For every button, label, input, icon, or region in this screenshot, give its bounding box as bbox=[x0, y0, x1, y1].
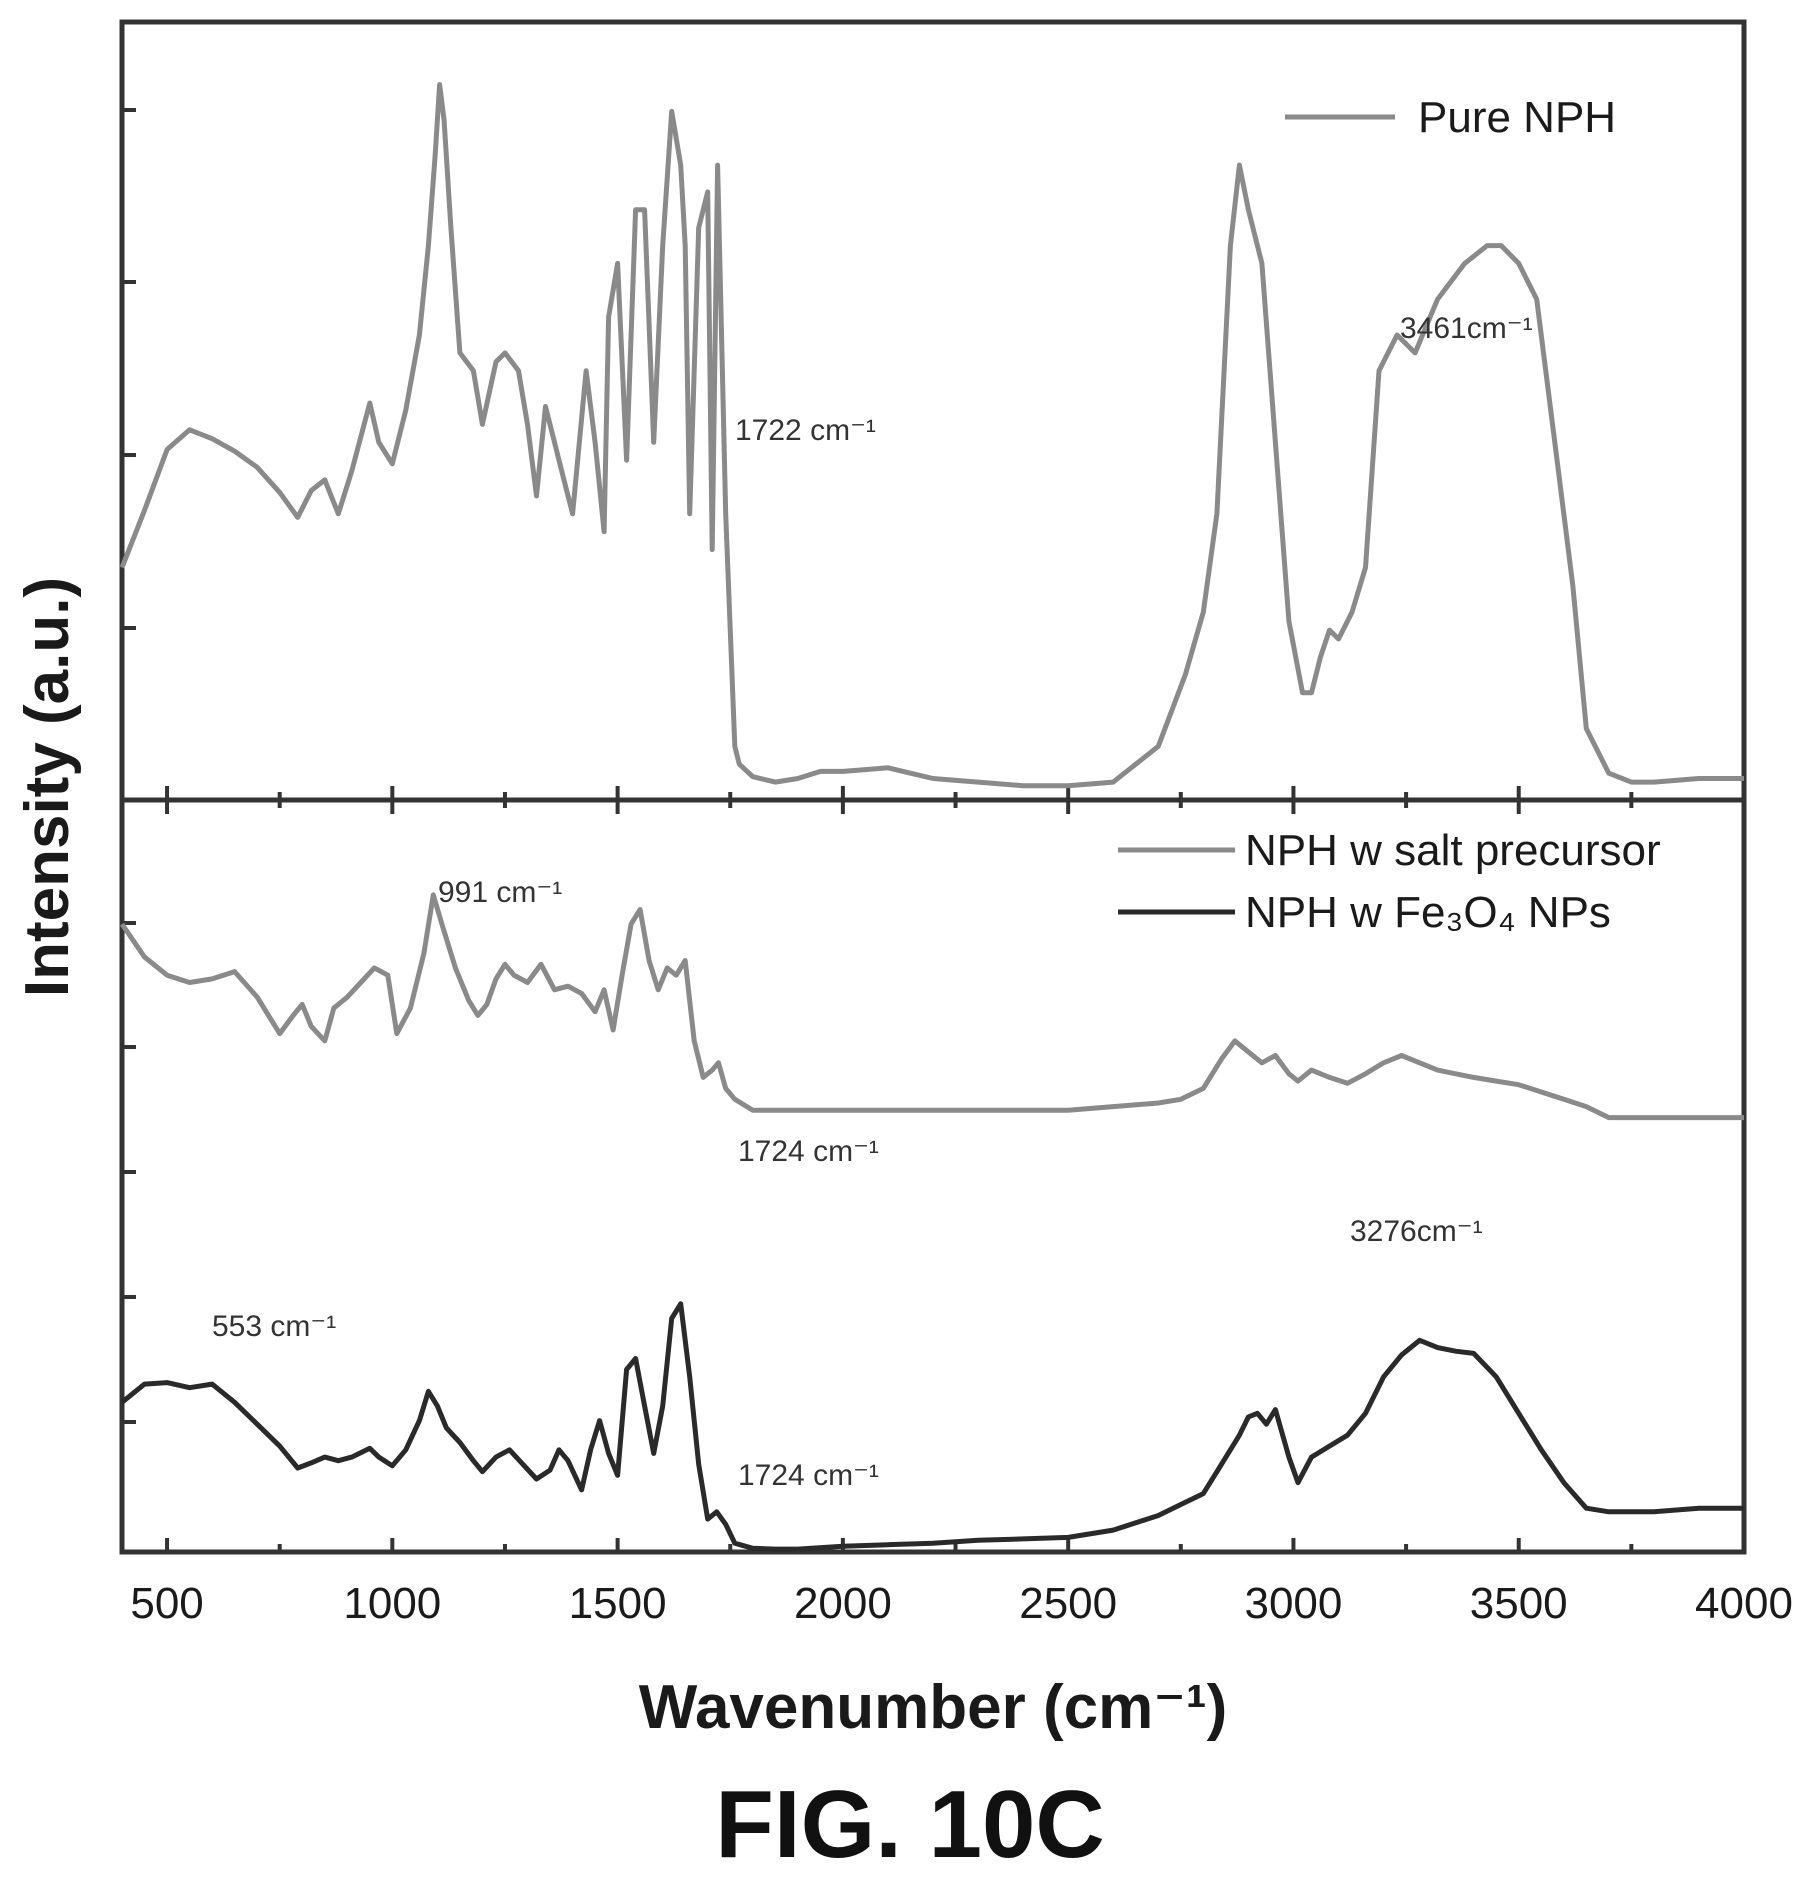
annotation-991: 991 cm⁻¹ bbox=[438, 876, 562, 909]
y-axis-label: Intensity (a.u.) bbox=[13, 577, 82, 997]
x-tick-label: 1500 bbox=[569, 1579, 667, 1628]
x-tick-label: 500 bbox=[130, 1579, 203, 1628]
annotation-553: 553 cm⁻¹ bbox=[212, 1310, 336, 1343]
x-tick-label: 2500 bbox=[1019, 1579, 1117, 1628]
x-axis-label: Wavenumber (cm⁻¹) bbox=[639, 1673, 1228, 1742]
legend-label-pure-nph: Pure NPH bbox=[1418, 93, 1616, 142]
x-tick-label: 3000 bbox=[1244, 1579, 1342, 1628]
legend-bottom: NPH w salt precursor NPH w Fe₃O₄ NPs bbox=[1118, 826, 1661, 937]
x-tick-label: 1000 bbox=[343, 1579, 441, 1628]
axis-ticks bbox=[122, 108, 1746, 1552]
series-line-nph-w-salt-precursor bbox=[119, 892, 1744, 1121]
legend-label-fe3o4: NPH w Fe₃O₄ NPs bbox=[1245, 888, 1611, 937]
x-tick-label: 3500 bbox=[1470, 1579, 1568, 1628]
series-line-pure-nph bbox=[119, 82, 1744, 789]
annotation-3461: 3461cm⁻¹ bbox=[1400, 312, 1533, 345]
plot-frame-bottom bbox=[119, 797, 1747, 1555]
series-line-nph-w-fe-o-nps bbox=[120, 1301, 1744, 1552]
legend-top: Pure NPH bbox=[1285, 93, 1616, 142]
legend-label-salt-precursor: NPH w salt precursor bbox=[1245, 826, 1661, 875]
annotation-3276: 3276cm⁻¹ bbox=[1350, 1215, 1483, 1248]
figure-caption: FIG. 10C bbox=[715, 1771, 1105, 1878]
series-layer bbox=[119, 82, 1744, 1552]
x-tick-label: 2000 bbox=[794, 1579, 892, 1628]
annotation-1724-salt: 1724 cm⁻¹ bbox=[738, 1135, 879, 1168]
annotation-1722: 1722 cm⁻¹ bbox=[735, 414, 876, 447]
annotation-1724-fe3o4: 1724 cm⁻¹ bbox=[738, 1459, 879, 1492]
x-tick-labels: 500 1000 1500 2000 2500 3000 3500 4000 bbox=[130, 1579, 1793, 1628]
x-tick-label: 4000 bbox=[1695, 1579, 1793, 1628]
